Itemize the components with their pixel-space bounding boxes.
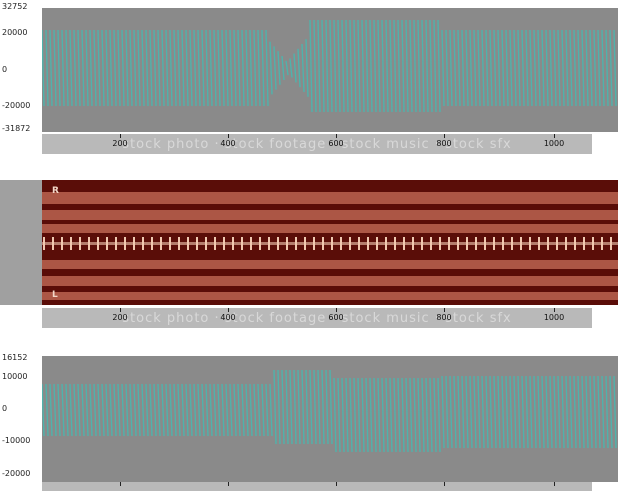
x-tick-label: 400 <box>220 313 236 322</box>
channel-label-right: R <box>52 186 59 196</box>
top-y-axis: 32752 20000 0 -20000 -31872 <box>0 0 42 135</box>
spectrogram-x-axis: stock photo · stock footage · stock musi… <box>42 308 592 328</box>
y-tick-label: 32752 <box>2 2 28 11</box>
x-tick-label: 1000 <box>543 313 565 322</box>
x-tick-label: 800 <box>436 313 452 322</box>
bottom-y-axis: 16152 10000 0 -10000 -20000 <box>0 352 42 482</box>
top-x-axis: stock photo · stock footage · stock musi… <box>42 134 592 154</box>
spectrogram-panel: R L stock photo · stock footage · stock … <box>0 180 618 335</box>
x-tick-label: 200 <box>112 313 128 322</box>
y-tick-label: -10000 <box>2 436 31 445</box>
y-tick-label: 0 <box>2 65 8 74</box>
x-tick-label: 1000 <box>543 139 565 148</box>
x-tick-label: 800 <box>436 139 452 148</box>
top-waveform-plot[interactable] <box>42 8 618 132</box>
bottom-x-axis <box>42 482 592 491</box>
x-tick-label: 600 <box>328 139 344 148</box>
y-tick-label: -20000 <box>2 101 31 110</box>
watermark-text: stock photo · stock footage · stock musi… <box>122 311 512 326</box>
y-tick-label: 20000 <box>2 28 28 37</box>
bottom-waveform-svg <box>42 369 617 453</box>
spectrogram-side <box>0 180 42 305</box>
x-tick-label: 600 <box>328 313 344 322</box>
bottom-waveform-panel: 16152 10000 0 -10000 -20000 <box>0 352 618 491</box>
y-tick-label: 16152 <box>2 353 28 362</box>
x-tick-label: 200 <box>112 139 128 148</box>
watermark-text: stock photo · stock footage · stock musi… <box>122 137 512 152</box>
top-waveform-panel: 32752 20000 0 -20000 -31872 stock photo … <box>0 0 618 160</box>
y-tick-label: 0 <box>2 404 8 413</box>
x-tick-label: 400 <box>220 139 236 148</box>
y-tick-label: 10000 <box>2 372 28 381</box>
y-tick-label: -31872 <box>2 124 31 133</box>
channel-label-left: L <box>52 290 58 300</box>
bottom-waveform-plot[interactable] <box>42 356 618 482</box>
y-tick-label: -20000 <box>2 469 31 478</box>
top-waveform-svg <box>42 19 617 113</box>
spectrogram-view[interactable]: R L <box>42 180 618 305</box>
spectrogram-svg <box>42 180 618 305</box>
